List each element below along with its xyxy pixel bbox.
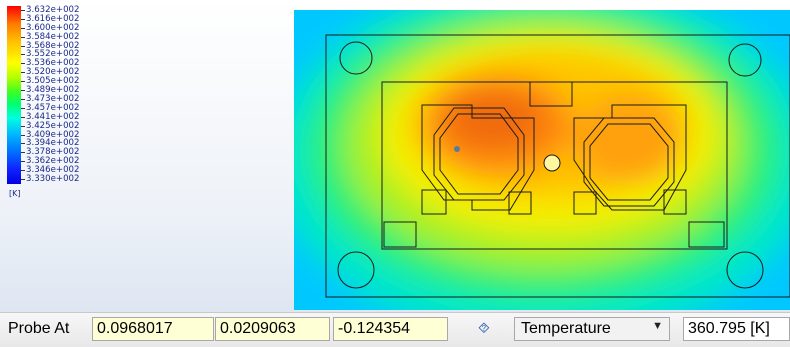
- legend-tick: [21, 161, 25, 163]
- legend-color-bar: [7, 6, 21, 184]
- legend-label: 3.536e+002: [26, 58, 80, 69]
- legend-label: 3.378e+002: [26, 147, 80, 158]
- probe-at-label: Probe At: [8, 320, 70, 337]
- legend-tick: [21, 107, 25, 109]
- legend-tick: [21, 152, 25, 154]
- probe-pin-icon[interactable]: ⯑: [478, 320, 490, 337]
- legend-label: 3.394e+002: [26, 138, 80, 149]
- probe-x-field[interactable]: 0.0968017: [92, 317, 214, 341]
- legend-tick: [21, 63, 25, 65]
- variable-select[interactable]: Temperature ▼: [514, 317, 670, 341]
- legend-label: 3.346e+002: [26, 165, 80, 176]
- legend-label: 3.568e+002: [26, 40, 80, 51]
- legend-label: 3.441e+002: [26, 111, 80, 122]
- legend-label: 3.552e+002: [26, 49, 80, 60]
- temperature-contour-plot: [294, 10, 790, 310]
- variable-select-value: Temperature: [521, 320, 611, 337]
- legend-tick: [21, 116, 25, 118]
- legend-label: 3.600e+002: [26, 22, 80, 33]
- legend-label: 3.409e+002: [26, 129, 80, 140]
- legend-tick: [21, 179, 25, 180]
- legend-tick: [21, 45, 25, 47]
- graphics-viewport[interactable]: 3.632e+002 3.616e+002 3.600e+002 3.584e+002…: [0, 0, 790, 312]
- legend-tick: [21, 36, 25, 38]
- legend-label: 3.457e+002: [26, 102, 80, 113]
- legend-label: 3.489e+002: [26, 85, 80, 96]
- legend-label: 3.425e+002: [26, 120, 80, 131]
- legend-tick: [21, 90, 25, 92]
- probe-y-field[interactable]: 0.0209063: [215, 317, 330, 341]
- legend-tick: [21, 72, 25, 74]
- legend-tick: [21, 134, 25, 136]
- legend-tick: [21, 81, 25, 83]
- legend-tick: [21, 125, 25, 127]
- legend-label: 3.616e+002: [26, 13, 80, 24]
- legend-label: 3.473e+002: [26, 93, 80, 104]
- probe-point-marker: [454, 146, 460, 152]
- legend-label: 3.330e+002: [26, 174, 80, 184]
- legend-tick: [21, 98, 25, 100]
- probe-z-field[interactable]: -0.124354: [333, 317, 448, 341]
- legend-tick: [21, 10, 25, 11]
- chevron-down-icon: ▼: [652, 320, 663, 332]
- legend-label: 3.584e+002: [26, 31, 80, 42]
- legend-label: 3.505e+002: [26, 76, 80, 87]
- legend-label: 3.520e+002: [26, 67, 80, 78]
- legend-tick: [21, 54, 25, 56]
- color-legend: 3.632e+002 3.616e+002 3.600e+002 3.584e+002…: [7, 5, 117, 198]
- legend-tick: [21, 170, 25, 172]
- legend-label: 3.362e+002: [26, 156, 80, 167]
- legend-tick: [21, 18, 25, 20]
- probe-result-field: 360.795 [K]: [683, 317, 790, 341]
- legend-unit: [K]: [9, 189, 21, 198]
- legend-tick: [21, 27, 25, 29]
- legend-tick: [21, 143, 25, 145]
- probe-toolbar: Probe At 0.0968017 0.0209063 -0.124354 ⯑…: [0, 312, 790, 347]
- legend-label: 3.632e+002: [26, 5, 80, 15]
